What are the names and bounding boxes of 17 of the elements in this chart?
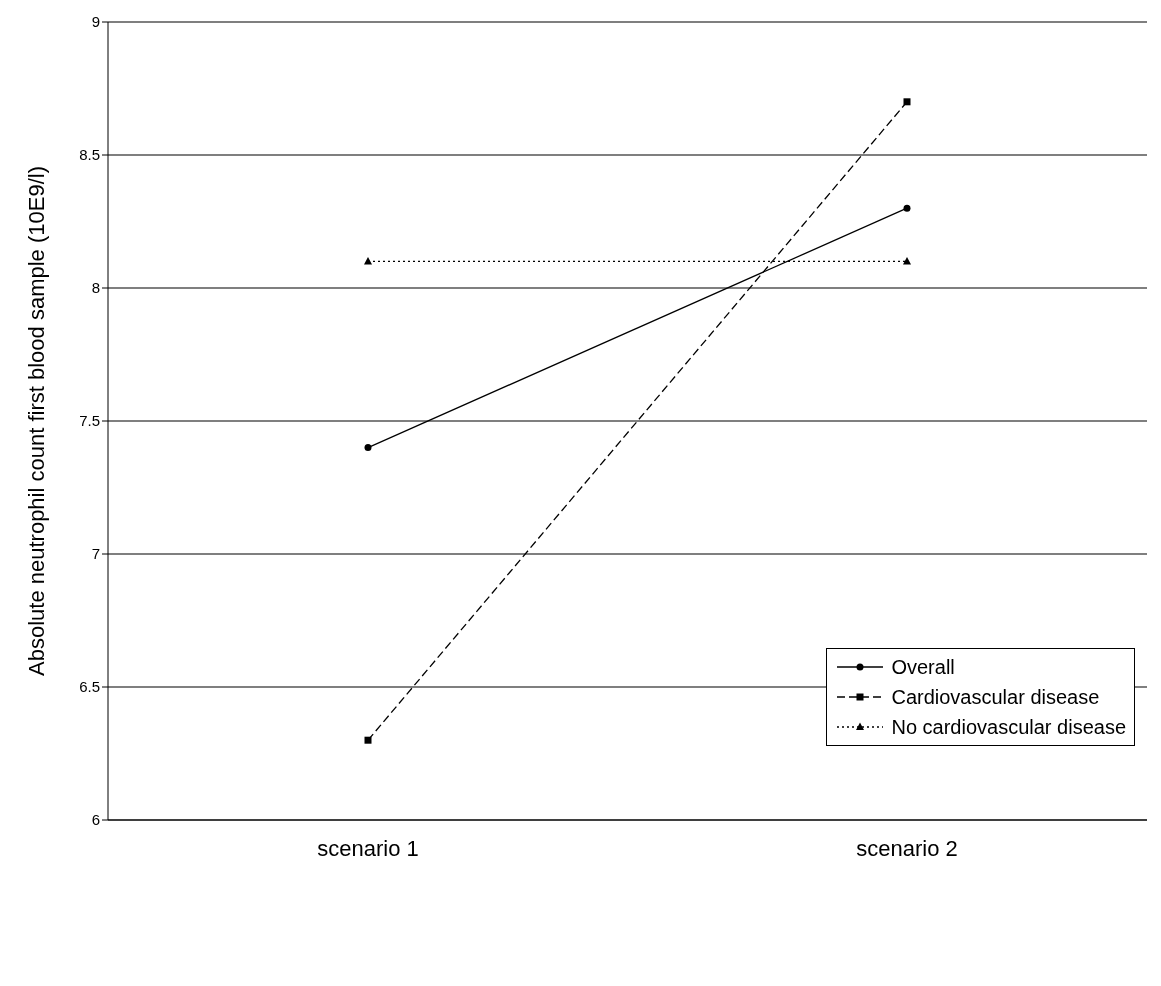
legend-label: Cardiovascular disease — [891, 685, 1100, 709]
point — [903, 204, 911, 212]
x-tick-label: scenario 2 — [856, 835, 958, 861]
y-tick-label: 7 — [91, 545, 100, 563]
y-tick-label: 7.5 — [79, 412, 100, 430]
y-tick-label: 6.5 — [79, 678, 100, 696]
y-tick-label: 8 — [91, 279, 100, 297]
point — [364, 736, 372, 744]
y-tick-label: 6 — [91, 811, 100, 829]
x-tick-label: scenario 1 — [317, 835, 419, 861]
point — [903, 98, 911, 106]
y-tick-label: 9 — [91, 13, 100, 31]
point — [364, 444, 372, 452]
y-tick-label: 8.5 — [79, 146, 100, 164]
y-axis-title: Absolute neutrophil count first blood sample (10E9/l) — [23, 166, 49, 676]
legend-label: Overall — [891, 655, 955, 679]
legend-label: No cardiovascular disease — [891, 715, 1126, 739]
